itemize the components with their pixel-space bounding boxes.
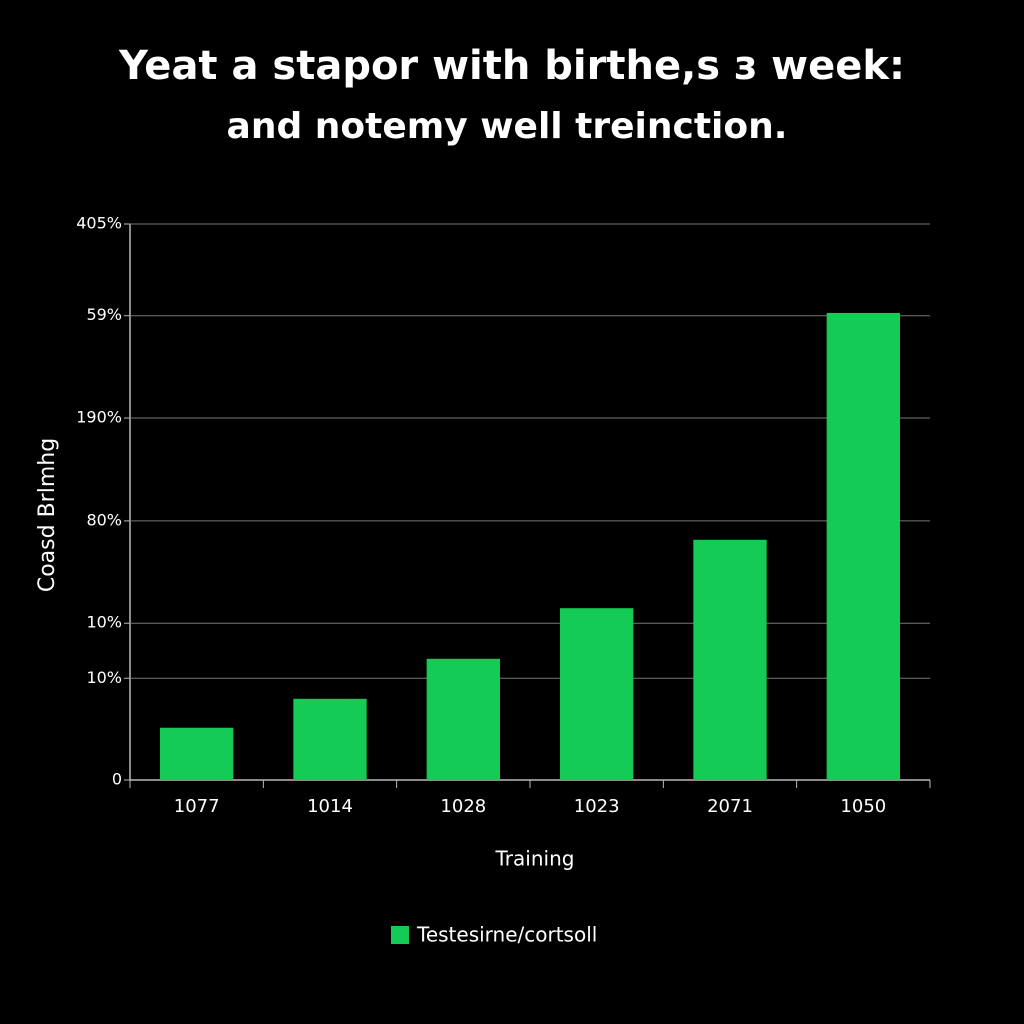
bar — [426, 658, 500, 780]
y-tick-label: 405% — [76, 214, 122, 233]
chart-title: and notemy well treinction. — [227, 106, 788, 147]
y-tick-label: 59% — [86, 305, 122, 324]
bar — [693, 539, 767, 780]
x-tick-label: 1077 — [174, 796, 220, 817]
legend-label: Testesirne/cortsoll — [416, 923, 597, 947]
x-axis-label: Training — [495, 847, 575, 871]
y-axis-label: Coasd Brlmhg — [35, 438, 60, 592]
bar — [826, 312, 900, 780]
y-tick-label: 190% — [76, 408, 122, 427]
y-tick-label: 10% — [86, 613, 122, 632]
bar — [160, 727, 234, 780]
x-tick-label: 1028 — [440, 796, 486, 817]
bar — [560, 608, 634, 780]
y-tick-label: 10% — [86, 668, 122, 687]
x-tick-label: 2071 — [707, 796, 753, 817]
legend-swatch — [391, 926, 409, 944]
bar — [293, 698, 367, 780]
y-tick-label: 80% — [86, 510, 122, 529]
chart-title: Yeat a stapor with birthe,s з week: — [118, 43, 905, 89]
y-tick-label: 0 — [112, 770, 122, 789]
x-tick-label: 1014 — [307, 796, 353, 817]
x-tick-label: 1023 — [574, 796, 620, 817]
x-tick-label: 1050 — [840, 796, 886, 817]
